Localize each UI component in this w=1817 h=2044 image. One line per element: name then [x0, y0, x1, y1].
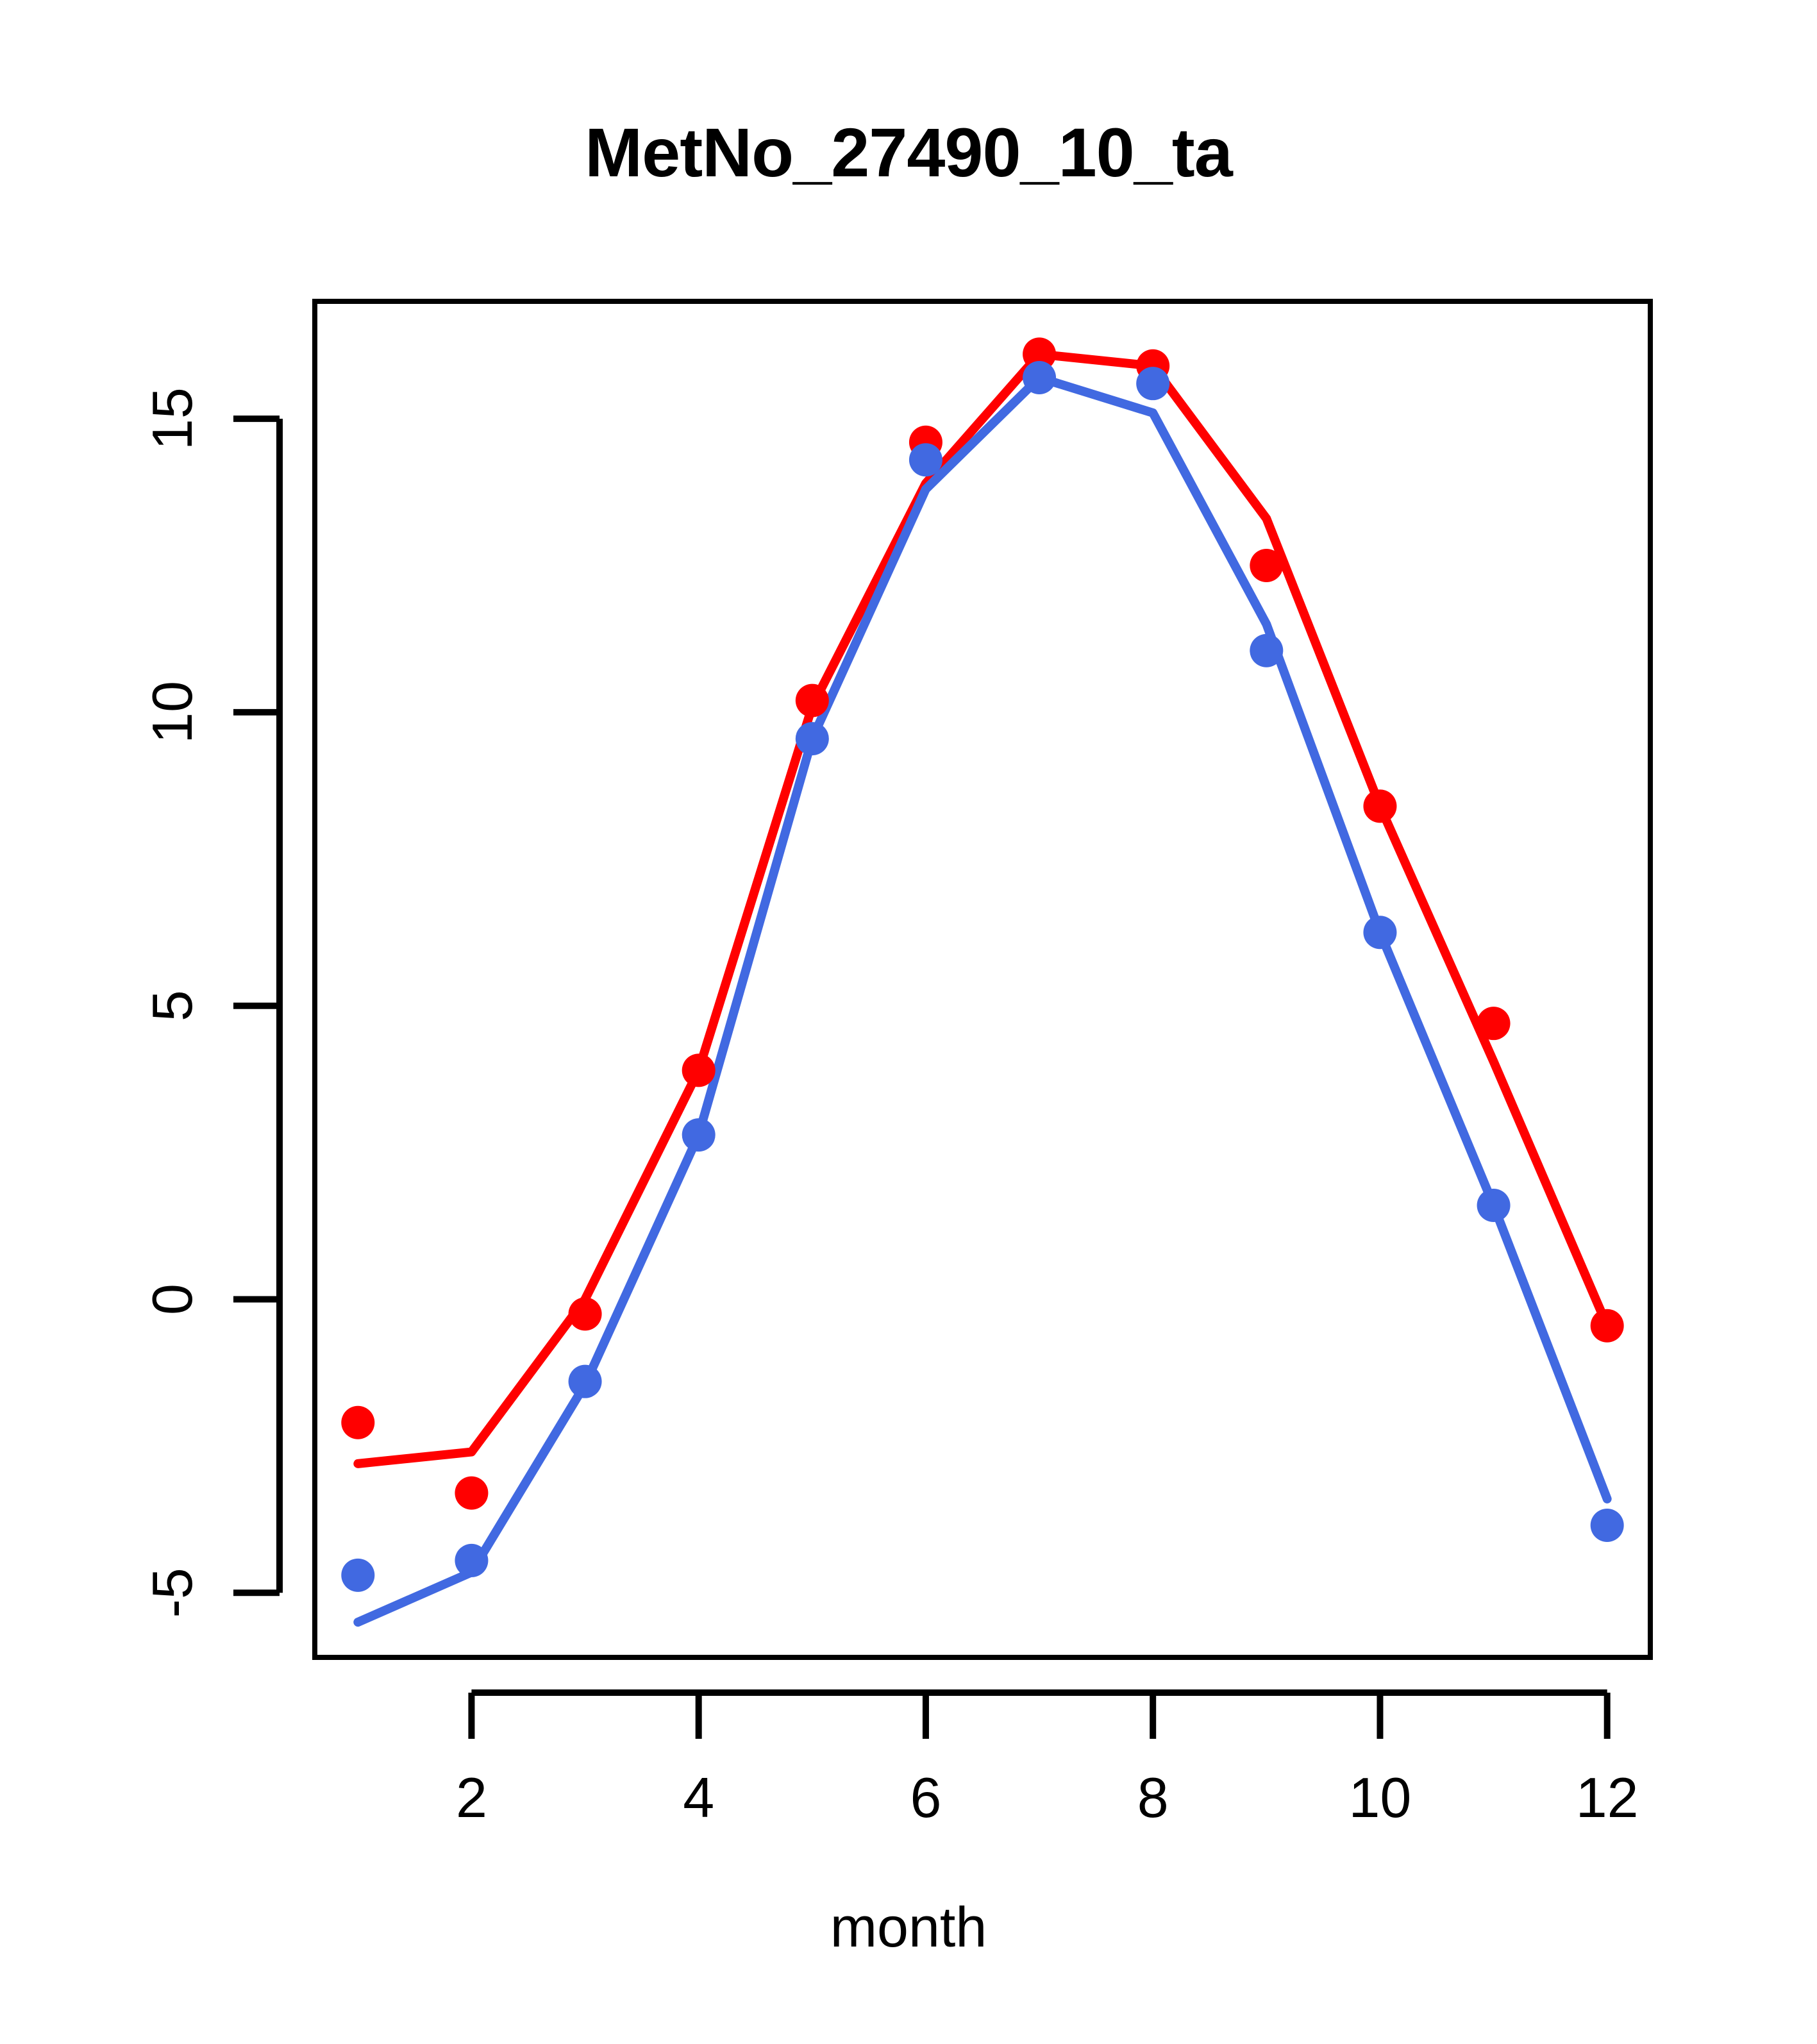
x-tick-label: 4 — [683, 1766, 714, 1829]
data-point-red-points — [568, 1297, 602, 1331]
series-line-blue-line — [353, 373, 1612, 1627]
data-point-blue-points — [682, 1118, 716, 1152]
data-point-red-points — [795, 683, 829, 717]
data-point-blue-points — [1250, 633, 1284, 667]
x-tick-label: 12 — [1576, 1766, 1639, 1829]
data-point-red-points — [1590, 1309, 1624, 1343]
series-line-red-line — [353, 349, 1612, 1468]
data-point-blue-points — [1023, 361, 1057, 395]
data-point-red-points — [455, 1476, 489, 1510]
data-point-blue-points — [1363, 916, 1397, 950]
x-tick-label: 6 — [910, 1766, 941, 1829]
plot-border — [312, 299, 1653, 1660]
data-series — [341, 337, 1624, 1627]
data-point-red-points — [1023, 337, 1057, 371]
data-point-blue-points — [341, 1558, 375, 1592]
data-point-blue-points — [908, 443, 942, 477]
x-tick-label: 2 — [456, 1766, 487, 1829]
y-tick-label: 10 — [140, 681, 204, 744]
data-point-red-points — [1363, 789, 1397, 823]
data-point-blue-points — [1477, 1189, 1511, 1222]
data-point-red-points — [341, 1405, 375, 1439]
y-tick-label: 0 — [140, 1284, 204, 1315]
y-tick-label: 5 — [140, 990, 204, 1021]
data-point-blue-points — [455, 1543, 489, 1577]
page-title: MetNo_27490_10_ta — [585, 113, 1233, 191]
y-tick-label: -5 — [140, 1568, 204, 1618]
tick-labels: -5 0 5 10 15 2 4 6 8 10 12 — [140, 387, 1638, 1829]
axes — [233, 415, 1611, 1739]
data-point-blue-points — [568, 1364, 602, 1398]
data-point-blue-points — [1136, 367, 1170, 401]
data-point-red-points — [682, 1053, 716, 1087]
y-tick-label: 15 — [140, 387, 204, 450]
data-point-blue-points — [1590, 1508, 1624, 1542]
data-point-red-points — [1250, 549, 1284, 583]
data-point-red-points — [1477, 1007, 1511, 1041]
x-tick-label: 10 — [1348, 1766, 1411, 1829]
data-point-blue-points — [795, 722, 829, 756]
x-tick-label: 8 — [1137, 1766, 1169, 1829]
x-axis-label: month — [830, 1895, 987, 1959]
plot-box — [312, 299, 1653, 1660]
